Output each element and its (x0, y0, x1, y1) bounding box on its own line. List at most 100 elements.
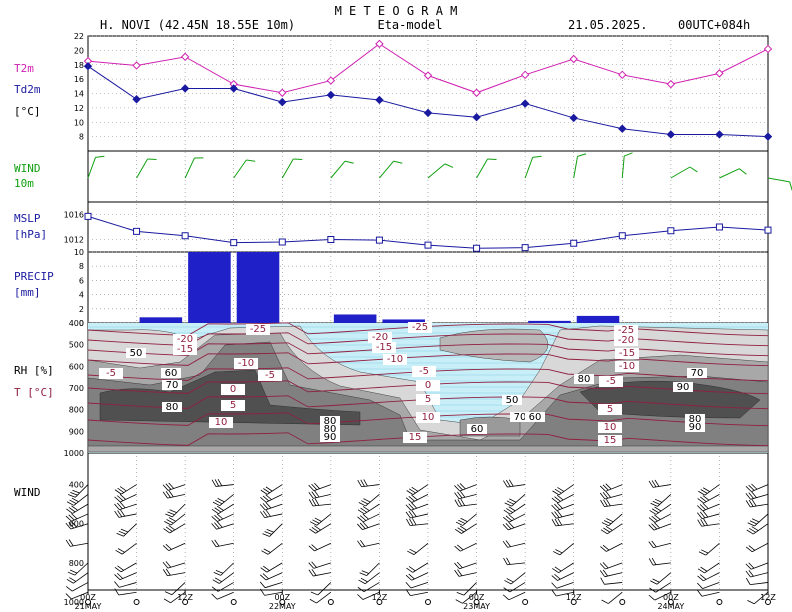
upper-wind-barb (745, 483, 769, 492)
temp-contour-label-bg (383, 354, 407, 365)
precip-tick-label: 2 (79, 305, 84, 314)
temp-contour-label: -5 (606, 376, 616, 387)
upper-wind-barb (406, 518, 429, 526)
upper-wind-barb (66, 572, 89, 584)
temp-contour-line (87, 432, 769, 447)
upper-wind-barb (650, 494, 672, 507)
upper-wind-barb (406, 484, 429, 495)
mslp-point (764, 226, 772, 234)
temp-tick-label: 22 (74, 32, 84, 41)
t2m-point (520, 70, 530, 80)
mslp-point (473, 244, 481, 252)
wind-pressure-tick: 1000 (64, 598, 84, 607)
upper-wind-barb (405, 510, 429, 519)
rh-contour-label-bg (687, 368, 707, 378)
rh-pressure-tick: 600 (69, 362, 84, 371)
temp-contour-label-bg (258, 370, 282, 381)
upper-wind-barb (454, 490, 477, 500)
rh-contour-label-bg (126, 348, 146, 358)
upper-wind-barb (162, 482, 186, 491)
temp-contour-label-bg (598, 435, 622, 446)
upper-wind-barb (503, 503, 526, 515)
temp-contour-label-bg (368, 332, 392, 343)
calm-wind-circle (619, 599, 626, 605)
upper-wind-barb (601, 513, 623, 527)
mslp-point (84, 212, 92, 220)
upper-wind-barb (697, 562, 720, 574)
td2m-point (375, 95, 384, 105)
upper-wind-barb (600, 542, 623, 552)
rh-contour-label-bg (320, 432, 340, 442)
rh-contour-label-bg (502, 395, 522, 405)
temp-contour-label: -10 (387, 354, 403, 365)
calm-wind-circle (570, 599, 577, 605)
rh-contour-label-bg (685, 422, 705, 432)
time-tick-label: 00Z (469, 593, 485, 602)
rh-contour-label-bg (162, 402, 182, 412)
temp-contour-label-bg (416, 380, 440, 391)
upper-wind-barb (648, 522, 672, 531)
time-tick-label: 12Z (177, 593, 193, 602)
calm-wind-circle (425, 599, 431, 605)
rh-contour-fill (579, 380, 761, 419)
wind-upper-label: WIND (14, 486, 41, 499)
upper-wind-barb (504, 572, 526, 585)
upper-wind-barb (164, 582, 186, 596)
upper-wind-barb (65, 521, 89, 530)
precip-tick-label: 4 (79, 291, 84, 300)
upper-wind-barb (552, 484, 574, 496)
upper-wind-barb (455, 513, 477, 526)
upper-wind-barb (405, 589, 429, 597)
temp-contour-label: -5 (106, 368, 116, 379)
temp-contour-label-bg (221, 384, 245, 395)
upper-wind-barb (745, 542, 769, 553)
upper-wind-barb (600, 499, 623, 508)
upper-wind-barb (262, 523, 283, 537)
temp-contour-label-bg (615, 348, 639, 359)
upper-wind-barb (454, 483, 477, 492)
wind10-barb (767, 177, 792, 191)
upper-wind-barb (599, 562, 623, 570)
temp-contour-label: 0 (425, 380, 431, 391)
temp-tick-label: 8 (79, 133, 84, 142)
upper-wind-barb (600, 577, 623, 585)
calm-wind-circle (473, 599, 480, 605)
temp-contour-label: 10 (422, 412, 435, 423)
mslp-point (667, 227, 675, 235)
precip-label: PRECIP (14, 270, 54, 283)
mslp-point (230, 239, 238, 247)
rh-contour-label: 80 (689, 414, 702, 425)
wind10-barb (524, 155, 542, 179)
mslp-point (181, 232, 189, 240)
rh-contour-label: 70 (166, 380, 179, 391)
rh-pressure-tick: 1000 (64, 449, 84, 458)
wind-pressure-tick: 800 (69, 559, 84, 568)
upper-wind-barb (357, 539, 380, 548)
model-label: Eta-model (377, 18, 442, 32)
upper-wind-barb (259, 581, 283, 589)
precip-bar (333, 314, 377, 323)
wind10-barb (476, 158, 497, 179)
time-tick-label: 12Z (566, 593, 582, 602)
upper-wind-barb (648, 479, 671, 488)
upper-wind-barb (747, 591, 769, 605)
precip-bar (528, 320, 571, 323)
upper-wind-barb (260, 562, 283, 573)
upper-wind-barb (309, 513, 332, 526)
upper-wind-barb (405, 502, 429, 511)
upper-wind-barb (503, 582, 526, 593)
t2m-point (132, 61, 141, 70)
upper-wind-barb (66, 494, 89, 506)
calm-wind-circle (85, 599, 91, 605)
upper-wind-barb (115, 542, 137, 555)
upper-wind-barb (746, 523, 769, 535)
precip-unit-label: [mm] (14, 286, 41, 299)
mslp-point (133, 227, 141, 235)
td2m-point (763, 132, 773, 141)
temp-contour-label: -5 (265, 370, 275, 381)
upper-wind-barb (211, 539, 234, 548)
upper-wind-barb (503, 479, 526, 488)
temp-contour-label: -20 (372, 332, 388, 343)
upper-wind-barb (259, 572, 283, 581)
